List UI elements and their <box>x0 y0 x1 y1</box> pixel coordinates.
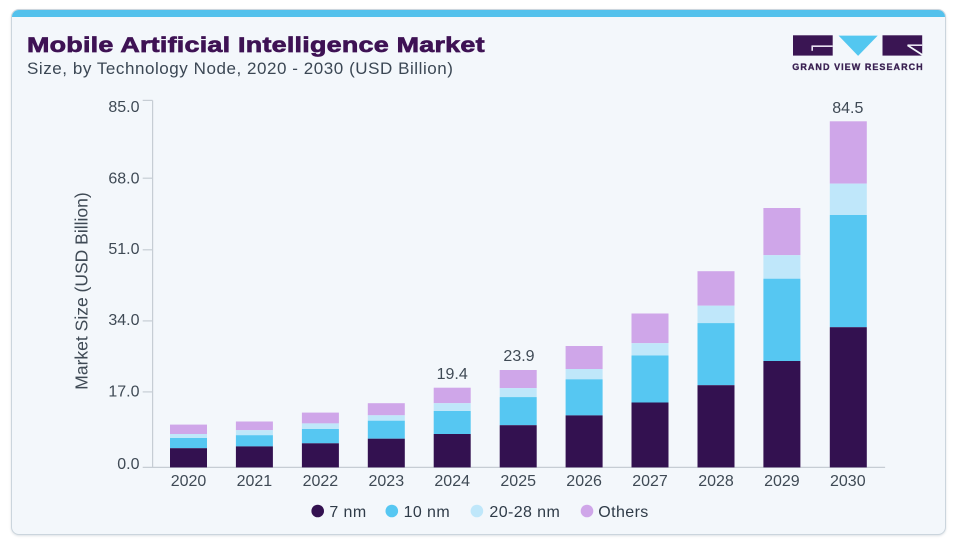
svg-text:34.0: 34.0 <box>108 312 139 329</box>
svg-text:20-28 nm: 20-28 nm <box>489 504 560 521</box>
svg-text:2029: 2029 <box>764 473 800 490</box>
svg-text:2026: 2026 <box>566 473 602 490</box>
svg-text:7 nm: 7 nm <box>329 504 366 521</box>
svg-text:0.0: 0.0 <box>117 456 139 473</box>
svg-text:10 nm: 10 nm <box>404 504 450 521</box>
svg-text:2022: 2022 <box>303 473 339 490</box>
svg-text:2021: 2021 <box>237 473 273 490</box>
svg-text:2020: 2020 <box>171 473 207 490</box>
svg-text:17.0: 17.0 <box>108 383 139 400</box>
svg-text:85.0: 85.0 <box>108 99 139 116</box>
svg-text:GRAND VIEW RESEARCH: GRAND VIEW RESEARCH <box>792 62 923 72</box>
svg-text:68.0: 68.0 <box>108 171 139 188</box>
svg-text:Others: Others <box>598 504 648 521</box>
svg-text:2027: 2027 <box>632 473 668 490</box>
svg-text:51.0: 51.0 <box>108 241 139 258</box>
svg-text:2023: 2023 <box>369 473 405 490</box>
svg-text:2025: 2025 <box>500 473 536 490</box>
svg-text:2030: 2030 <box>830 473 866 490</box>
svg-text:Market Size (USD Billion): Market Size (USD Billion) <box>72 192 92 389</box>
svg-text:23.9: 23.9 <box>503 348 534 365</box>
svg-text:2028: 2028 <box>698 473 734 490</box>
svg-text:2024: 2024 <box>434 473 470 490</box>
svg-text:84.5: 84.5 <box>832 100 863 117</box>
svg-text:19.4: 19.4 <box>437 366 468 383</box>
